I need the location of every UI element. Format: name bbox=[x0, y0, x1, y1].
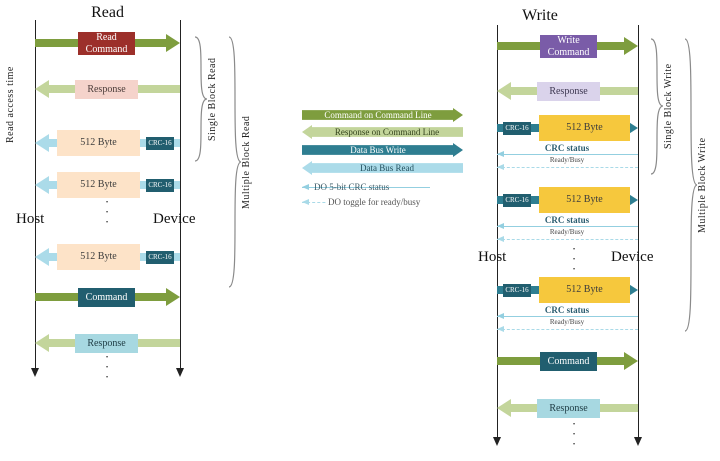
ready-busy-label: Ready/Busy bbox=[549, 156, 585, 164]
crc-status-line bbox=[302, 184, 430, 190]
ellipsis: · · · bbox=[104, 194, 110, 229]
read-title: Read bbox=[91, 4, 124, 21]
response-box: Response bbox=[537, 82, 600, 101]
crc16-badge: CRC-16 bbox=[503, 194, 531, 207]
lifeline-arrowhead bbox=[176, 368, 184, 377]
crc-status-line bbox=[497, 313, 638, 319]
ellipsis: · · · bbox=[571, 241, 577, 276]
legend-crc-status: DO 5-bit CRC status bbox=[302, 181, 430, 193]
read-host-lifeline bbox=[35, 20, 36, 370]
crc16-badge: CRC-16 bbox=[503, 122, 531, 135]
write-command-box: Write Command bbox=[540, 35, 597, 58]
read-access-time-label: Read access time bbox=[5, 66, 16, 144]
write-device-label: Device bbox=[611, 249, 654, 265]
crc16-badge: CRC-16 bbox=[503, 284, 531, 297]
legend-command-line: Command on Command Line bbox=[302, 108, 463, 122]
ready-busy-label: Ready/Busy bbox=[549, 318, 585, 326]
multiple-block-read-bracket bbox=[228, 36, 242, 288]
crc16-badge: CRC-16 bbox=[146, 251, 174, 264]
single-block-read-label: Single Block Read bbox=[207, 57, 218, 141]
write-device-lifeline bbox=[638, 25, 639, 439]
crc-status-label: CRC status bbox=[544, 143, 590, 153]
multiple-block-write-label: Multiple Block Write bbox=[697, 137, 708, 233]
write-title: Write bbox=[522, 7, 558, 24]
data-block-box: 512 Byte bbox=[539, 277, 630, 303]
data-block-box: 512 Byte bbox=[57, 172, 140, 198]
command-box: Command bbox=[540, 352, 597, 371]
write-host-lifeline bbox=[497, 25, 498, 439]
multiple-block-write-bracket bbox=[684, 38, 698, 332]
legend-response-line: Response on Command Line bbox=[302, 125, 463, 139]
command-box: Command bbox=[78, 288, 135, 307]
ready-busy-line bbox=[497, 326, 638, 332]
response-box: Response bbox=[75, 80, 138, 99]
crc16-badge: CRC-16 bbox=[146, 137, 174, 150]
lifeline-arrowhead bbox=[493, 437, 501, 446]
legend-crc-status-label: DO 5-bit CRC status bbox=[314, 182, 390, 192]
read-device-lifeline bbox=[180, 20, 181, 370]
multiple-block-read-label: Multiple Block Read bbox=[241, 115, 252, 209]
data-block-box: 512 Byte bbox=[539, 187, 630, 213]
ready-busy-label: Ready/Busy bbox=[549, 228, 585, 236]
read-device-label: Device bbox=[153, 211, 196, 227]
legend-ready-busy-label: DO toggle for ready/busy bbox=[326, 197, 423, 207]
legend-data-bus-write: Data Bus Write bbox=[302, 143, 463, 157]
response-box: Response bbox=[75, 334, 138, 353]
single-block-write-label: Single Block Write bbox=[663, 63, 674, 150]
response-box: Response bbox=[537, 399, 600, 418]
ellipsis: · · · bbox=[571, 416, 577, 451]
crc-status-label: CRC status bbox=[544, 305, 590, 315]
write-host-label: Host bbox=[478, 249, 507, 265]
read-command-box: Read Command bbox=[78, 32, 135, 55]
crc16-badge: CRC-16 bbox=[146, 179, 174, 192]
ready-busy-line bbox=[497, 236, 638, 242]
legend-ready-busy-toggle: DO toggle for ready/busy bbox=[302, 196, 452, 208]
crc-status-line bbox=[497, 223, 638, 229]
ellipsis: · · · bbox=[104, 349, 110, 384]
data-block-box: 512 Byte bbox=[539, 115, 630, 141]
single-block-read-bracket bbox=[194, 36, 208, 162]
single-block-write-bracket bbox=[650, 38, 664, 175]
lifeline-arrowhead bbox=[31, 368, 39, 377]
crc-status-label: CRC status bbox=[544, 215, 590, 225]
lifeline-arrowhead bbox=[634, 437, 642, 446]
read-host-label: Host bbox=[16, 211, 45, 227]
ready-busy-line bbox=[497, 164, 638, 170]
legend-data-bus-read: Data Bus Read bbox=[302, 161, 463, 175]
crc-status-line bbox=[497, 151, 638, 157]
data-block-box: 512 Byte bbox=[57, 244, 140, 270]
data-block-box: 512 Byte bbox=[57, 130, 140, 156]
